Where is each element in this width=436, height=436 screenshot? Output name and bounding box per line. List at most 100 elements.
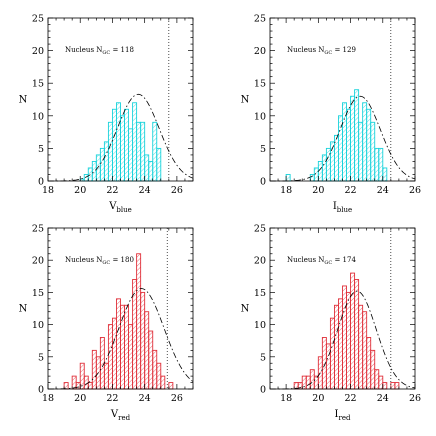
histogram-bar <box>370 121 376 182</box>
x-axis-title-main: I <box>333 201 337 212</box>
histogram-bar <box>124 304 130 390</box>
y-axis-title: N <box>19 304 28 315</box>
y-tick-label: 20 <box>254 256 266 267</box>
histogram-bar <box>87 167 93 182</box>
x-tick-label: 18 <box>42 393 54 404</box>
histogram-bar <box>116 102 121 182</box>
histogram-bar <box>317 356 323 390</box>
histogram-bar <box>136 121 142 182</box>
histogram-bar <box>136 253 142 390</box>
y-axis-title: N <box>19 95 28 106</box>
y-tick-label: 5 <box>260 144 266 155</box>
histogram-bar <box>91 160 97 182</box>
x-tick-label: 26 <box>171 185 183 196</box>
y-tick-label: 15 <box>254 288 266 299</box>
histogram-bar <box>103 141 109 182</box>
annotation-label: Nucleus N <box>287 46 324 54</box>
histogram-bar <box>132 279 138 390</box>
histogram-bar <box>168 382 174 390</box>
y-tick-label: 25 <box>254 14 266 25</box>
y-tick-label: 5 <box>38 144 44 155</box>
histogram-bar <box>358 304 364 390</box>
histogram-bar <box>362 311 368 390</box>
histogram-bar <box>103 362 109 390</box>
y-tick-label: 15 <box>32 79 44 90</box>
annotation-label: Nucleus N <box>287 256 324 264</box>
histogram-bar <box>342 285 347 390</box>
histogram-bar <box>309 369 315 390</box>
histogram-bar <box>366 108 372 182</box>
histogram-bar <box>382 382 388 390</box>
histogram-bar <box>152 121 158 182</box>
x-axis-title-main: V <box>110 409 119 420</box>
x-tick-label: 24 <box>377 185 389 196</box>
histogram-bar <box>374 369 380 390</box>
y-tick-label: 0 <box>260 177 266 188</box>
y-tick-label: 25 <box>254 224 266 235</box>
histogram-bar <box>75 382 81 390</box>
histogram-bar <box>354 89 360 182</box>
histogram-bar <box>111 108 117 182</box>
histogram-bar <box>382 167 388 182</box>
histogram-bar <box>305 375 311 390</box>
histogram-bar <box>144 311 150 390</box>
histogram-panel-bottom-right: 18 20 22 24 26 0 5 10 15 20 25 N Ired Nucleus NGC = 1… <box>241 224 421 423</box>
x-axis-title-subscript: red <box>338 414 350 422</box>
x-axis-title-subscript: red <box>118 414 130 422</box>
gaussian-fit-curve <box>48 288 194 390</box>
x-tick-label: 18 <box>42 185 54 196</box>
histogram-bar <box>346 108 352 182</box>
annotation-subscript: GC <box>102 50 110 56</box>
histogram-bar <box>346 291 352 390</box>
histogram-bar <box>354 279 360 390</box>
y-tick-label: 0 <box>260 385 266 396</box>
annotation-value: = 180 <box>110 256 134 264</box>
x-axis-title-main: I <box>335 409 339 420</box>
x-tick-label: 24 <box>377 393 389 404</box>
histogram-bar <box>317 160 323 182</box>
histogram-bar <box>338 298 343 390</box>
histogram-bar <box>140 121 146 182</box>
annotation-subscript: GC <box>324 260 332 266</box>
nucleus-count-annotation: Nucleus NGC = 180 <box>65 256 134 266</box>
y-tick-label: 15 <box>32 288 44 299</box>
annotation-subscript: GC <box>324 50 332 56</box>
histogram-bar <box>120 115 125 182</box>
y-tick-label: 10 <box>254 320 266 331</box>
histogram-bar <box>107 324 113 390</box>
histogram-bar <box>128 128 134 182</box>
x-axis-title-main: V <box>108 201 117 212</box>
histogram-bar <box>374 147 380 182</box>
x-tick-label: 20 <box>312 185 324 196</box>
y-tick-label: 5 <box>38 352 44 363</box>
gaussian-fit-curve <box>270 95 416 182</box>
gaussian-fit-curve <box>269 290 416 390</box>
histogram-bar <box>325 343 331 390</box>
x-tick-label: 22 <box>345 185 357 196</box>
y-tick-label: 0 <box>38 177 44 188</box>
histogram-bar <box>116 298 121 390</box>
histogram-bar <box>350 95 356 182</box>
x-tick-label: 18 <box>280 393 292 404</box>
y-tick-label: 5 <box>260 352 266 363</box>
x-axis-title: Ired <box>335 409 351 422</box>
x-tick-label: 20 <box>74 393 86 404</box>
y-tick-label: 10 <box>254 111 266 122</box>
histogram-bar <box>111 317 117 390</box>
y-axis-title: N <box>241 304 250 315</box>
histogram-bar <box>128 324 134 390</box>
x-axis-title: Vred <box>110 409 131 422</box>
histogram-bar <box>83 375 89 390</box>
x-tick-label: 22 <box>106 185 118 196</box>
y-axis-title: N <box>241 95 250 106</box>
histogram-bar <box>99 147 105 182</box>
y-tick-label: 20 <box>32 256 44 267</box>
y-tick-label: 25 <box>32 224 44 235</box>
x-tick-label: 24 <box>139 185 151 196</box>
histogram-bar <box>156 147 162 182</box>
y-tick-label: 0 <box>38 385 44 396</box>
histogram-bar <box>71 375 77 390</box>
histogram-bar <box>87 382 93 390</box>
histogram-bar <box>148 330 154 390</box>
